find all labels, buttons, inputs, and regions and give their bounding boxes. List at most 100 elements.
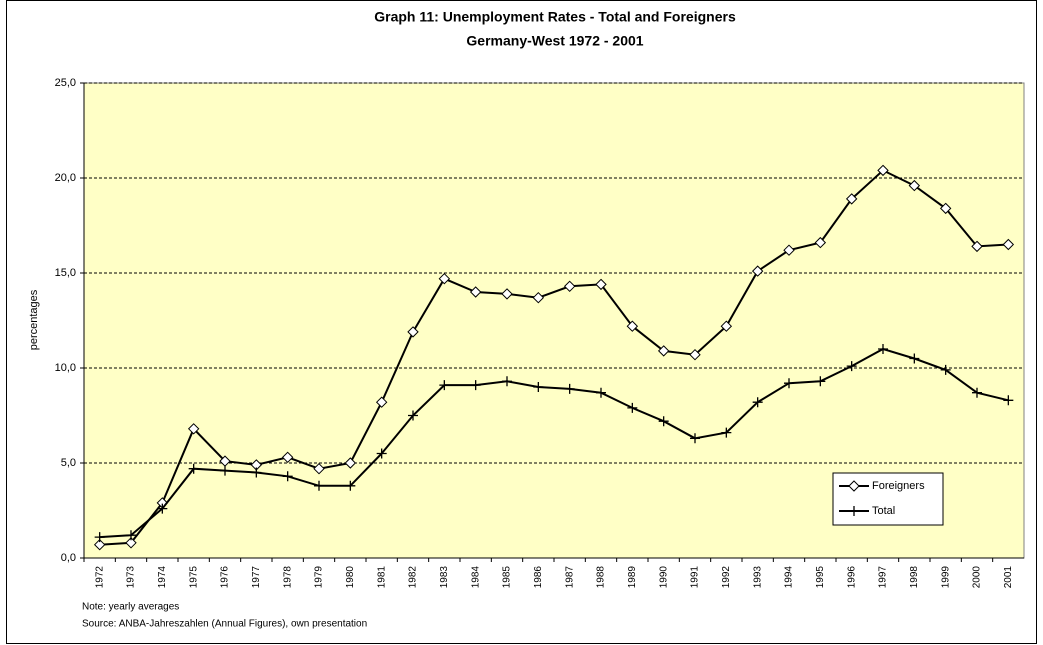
x-tick-label: 1977 (251, 566, 262, 589)
x-tick-label: 1980 (345, 566, 356, 589)
y-tick-label: 25,0 (55, 77, 76, 89)
x-tick-label: 1990 (658, 566, 669, 589)
x-tick-label: 1975 (188, 566, 199, 589)
x-tick-label: 1999 (940, 566, 951, 589)
data-point (1003, 395, 1014, 406)
y-tick-label: 0,0 (61, 552, 76, 564)
data-point (470, 380, 481, 391)
x-tick-label: 1979 (314, 566, 325, 589)
x-tick-label: 1981 (376, 566, 387, 589)
data-point (407, 326, 419, 338)
x-tick-label: 1989 (627, 566, 638, 589)
legend-label: Foreigners (872, 480, 925, 492)
data-point (314, 480, 324, 491)
data-point (972, 387, 982, 398)
data-point (596, 387, 606, 398)
series-line (99, 347, 1009, 539)
x-tick-label: 1998 (909, 566, 920, 589)
data-point (845, 193, 858, 205)
data-point (501, 288, 513, 300)
data-point (282, 471, 293, 482)
x-tick-label: 1982 (408, 566, 419, 589)
data-point (720, 320, 733, 332)
data-point (220, 465, 230, 476)
x-tick-label: 1996 (846, 566, 857, 589)
data-point (533, 382, 544, 392)
legend-label: Total (872, 505, 895, 517)
x-tick-label: 2000 (972, 566, 983, 589)
data-point (784, 378, 794, 389)
data-point (721, 427, 732, 438)
data-point (751, 265, 764, 277)
y-tick-label: 15,0 (55, 267, 76, 279)
data-point (877, 164, 889, 177)
chart-subtitle: Germany-West 1972 - 2001 (466, 33, 643, 49)
x-tick-label: 1973 (126, 566, 137, 589)
x-tick-label: 1988 (596, 566, 607, 589)
note: Source: ANBA-Jahreszahlen (Annual Figure… (82, 619, 367, 630)
y-tick-label: 5,0 (61, 457, 76, 469)
x-tick-label: 1983 (439, 566, 450, 589)
data-point (313, 462, 325, 475)
data-point (939, 202, 952, 215)
data-point (251, 467, 262, 478)
data-point (814, 236, 827, 249)
data-point (438, 272, 451, 285)
data-point (93, 538, 106, 551)
data-point (626, 320, 639, 332)
data-point (690, 433, 700, 444)
data-point (815, 376, 826, 387)
chart-title: Graph 11: Unemployment Rates - Total and… (374, 9, 736, 25)
legend-marker (848, 480, 860, 492)
x-tick-label: 1985 (502, 566, 513, 589)
x-tick-label: 1992 (721, 566, 732, 589)
x-tick-label: 1993 (752, 566, 763, 589)
data-point (783, 244, 795, 256)
data-point (345, 480, 356, 491)
x-tick-label: 1978 (282, 566, 293, 589)
data-point (126, 530, 136, 541)
legend-marker (849, 506, 859, 516)
data-point (627, 402, 638, 413)
data-point (564, 383, 575, 394)
y-tick-label: 10,0 (55, 362, 76, 374)
x-tick-label: 1984 (470, 566, 481, 589)
data-point (281, 451, 294, 464)
data-point (878, 344, 888, 354)
data-point (846, 361, 857, 372)
data-point (689, 348, 701, 361)
x-tick-label: 1976 (220, 566, 231, 589)
data-point (157, 503, 168, 514)
data-point (439, 380, 450, 391)
series-line (99, 169, 1009, 546)
data-point (469, 286, 482, 298)
data-point (188, 463, 199, 474)
data-point (908, 179, 921, 192)
note: Note: yearly averages (82, 602, 179, 613)
data-point (971, 240, 983, 253)
data-point (187, 423, 200, 435)
y-tick-label: 20,0 (55, 172, 76, 184)
x-tick-label: 1994 (784, 566, 795, 589)
data-point (532, 291, 545, 304)
x-tick-label: 1972 (94, 566, 105, 589)
data-point (408, 410, 418, 421)
x-tick-label: 1991 (690, 566, 701, 589)
data-point (94, 532, 105, 543)
data-point (1002, 238, 1015, 251)
data-point (595, 278, 607, 291)
data-point (344, 457, 357, 469)
x-tick-label: 1995 (815, 566, 826, 589)
x-tick-label: 1974 (157, 566, 168, 589)
data-point (752, 397, 763, 408)
y-axis-label: percentages (28, 289, 40, 350)
data-point (563, 280, 576, 293)
data-point (376, 448, 387, 459)
data-point (657, 345, 670, 357)
data-point (940, 364, 951, 375)
legend (832, 472, 944, 526)
x-tick-label: 1986 (533, 566, 544, 589)
data-point (125, 537, 137, 549)
data-point (658, 416, 669, 427)
